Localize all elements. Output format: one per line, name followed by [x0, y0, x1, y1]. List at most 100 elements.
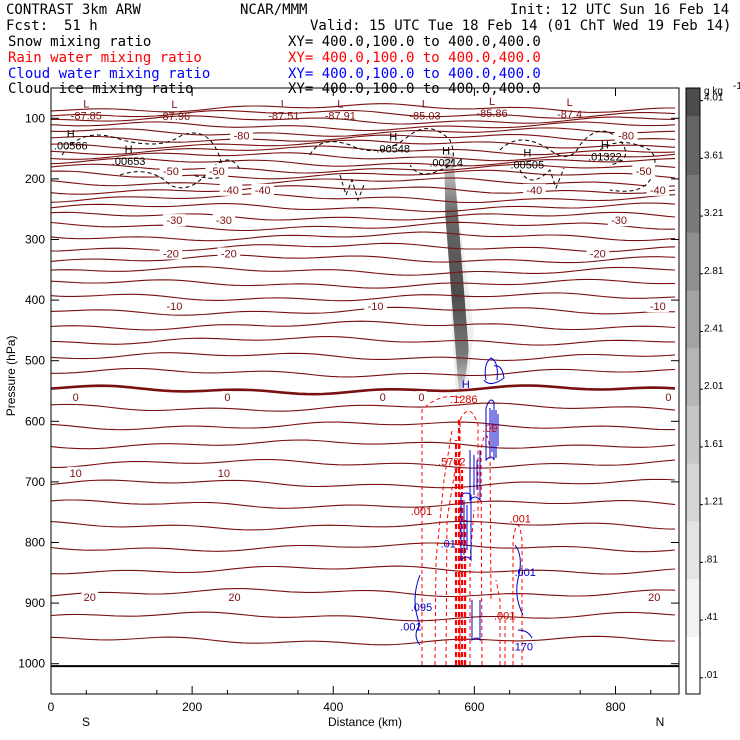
- isotherm-label-bg: [663, 391, 674, 404]
- field-name-cloud-ice: Cloud ice mixing ratio: [8, 81, 193, 97]
- isotherm-label-bg: [217, 247, 241, 260]
- temperature-line: [51, 133, 676, 143]
- colorbar-label: 2.81: [704, 266, 724, 277]
- model-title: CONTRAST 3km ARW: [6, 2, 141, 18]
- isotherm-label: 20: [648, 592, 660, 604]
- colorbar-segment: [686, 578, 700, 637]
- temperature-line: [51, 384, 676, 396]
- colorbar-label: 1.61: [704, 439, 724, 450]
- temperature-line: [51, 565, 676, 575]
- isotherm-label: -50: [636, 166, 652, 178]
- colorbar-segment: [686, 88, 700, 117]
- colorbar-segment: [686, 520, 700, 580]
- rain-water-contour: [495, 579, 501, 665]
- snow-plume-core: [444, 152, 469, 391]
- isotherm-label-bg: [377, 391, 388, 404]
- temperature-line: [51, 193, 676, 204]
- cloud-water-label: .001: [514, 567, 535, 579]
- temperature-line: [51, 127, 676, 137]
- isotherm-label-bg: [222, 391, 233, 404]
- x-tick-label: 200: [182, 700, 202, 714]
- y-tick-label: 300: [25, 233, 45, 247]
- y-tick-label: 700: [25, 475, 45, 489]
- field-xy-rain: XY= 400.0,100.0 to 400.0,400.0: [288, 50, 541, 66]
- field-xy-cloud-ice: XY= 400.0,100.0 to 400.0,400.0: [288, 81, 541, 97]
- temperature-line: [51, 367, 676, 378]
- isotherm-label-bg: [163, 300, 186, 313]
- x-tick-label: 600: [464, 700, 484, 714]
- fcst-label: Fcst:: [6, 18, 48, 34]
- colorbar-segment: [686, 116, 700, 176]
- extremum-marker: L: [489, 96, 495, 108]
- extremum-marker: H: [67, 129, 75, 141]
- cloud-water-contour: [489, 408, 499, 458]
- isotherm-label: -20: [590, 248, 606, 260]
- temperature-line: [51, 157, 676, 167]
- temperature-line: [51, 169, 676, 180]
- temperature-line: [51, 266, 676, 276]
- valid-time: Valid: 15 UTC Tue 18 Feb 14 (01 ChT Wed …: [310, 18, 731, 34]
- cloud-water-label: H: [462, 379, 470, 391]
- temperature-line: [51, 292, 676, 302]
- isotherm-label-bg: [205, 165, 229, 178]
- isotherm-label: 20: [84, 592, 96, 604]
- isotherm-label-bg: [215, 466, 233, 479]
- isotherm-label-bg: [226, 591, 243, 604]
- extremum-marker: H: [442, 146, 450, 158]
- temperature-line: [51, 202, 676, 213]
- isotherm-label: 0: [73, 392, 79, 404]
- rain-water-label: .09: [482, 423, 497, 435]
- x-tick-label: 400: [323, 700, 343, 714]
- isotherm-label: -50: [163, 166, 179, 178]
- y-tick-label: 1000: [18, 657, 45, 671]
- temperature-line: [51, 542, 676, 553]
- isotherm-label-bg: [646, 183, 670, 196]
- colorbar-label: 3.61: [704, 150, 724, 161]
- temperature-line: [51, 478, 676, 489]
- isotherm-label-bg: [614, 129, 638, 142]
- temperature-line: [51, 635, 676, 646]
- y-tick-label: 500: [25, 354, 45, 368]
- temperature-line: [51, 139, 676, 150]
- cloud-ice-contour: [309, 128, 454, 175]
- extremum-marker: L: [83, 98, 89, 110]
- rain-water-contour: [480, 434, 492, 666]
- isotherm-label: -80: [234, 130, 250, 142]
- temperature-line: [51, 221, 675, 232]
- y-tick-label: 100: [25, 111, 45, 125]
- rain-water-contour: [469, 509, 475, 665]
- isotherm-label: -10: [167, 301, 183, 313]
- cloud-water-contour: [483, 365, 505, 384]
- colorbar-label: .41: [704, 612, 718, 623]
- temperature-line: [51, 402, 676, 412]
- colorbar-segment: [686, 290, 700, 349]
- extremum-value: -87.91: [325, 110, 356, 122]
- isotherm-label-bg: [364, 300, 387, 313]
- cloud-water-contour: [463, 500, 468, 555]
- isotherm-label: -40: [650, 185, 666, 197]
- temperature-line: [51, 121, 676, 132]
- y-tick-label: 600: [25, 414, 45, 428]
- extremum-value: .00214: [429, 158, 463, 170]
- isotherm-label: -50: [209, 166, 225, 178]
- extremum-value: -87.51: [268, 110, 299, 122]
- y-tick-label: 400: [25, 293, 45, 307]
- field-name-cloud-water: Cloud water mixing ratio: [8, 66, 210, 82]
- colorbar-segment: [686, 174, 700, 233]
- cloud-water-contour: [517, 629, 533, 639]
- temperature-line: [51, 439, 676, 450]
- fcst-value: 51 h: [64, 18, 98, 34]
- isotherm-label-bg: [159, 247, 183, 260]
- rain-water-label: .1286: [450, 394, 478, 406]
- isotherm-label-bg: [67, 466, 84, 479]
- temperature-line: [51, 306, 676, 316]
- temperature-line: [51, 458, 676, 469]
- rain-water-label: .5702: [438, 457, 466, 469]
- temperature-line: [51, 520, 676, 531]
- isotherm-label-bg: [163, 214, 186, 227]
- isotherm-label: -10: [368, 301, 384, 313]
- cloud-ice-contour: [499, 130, 627, 166]
- isotherm-label: 0: [665, 392, 671, 404]
- field-xy-cloud-water: XY= 400.0,100.0 to 400.0,400.0: [288, 66, 541, 82]
- colorbar-segment: [686, 347, 700, 406]
